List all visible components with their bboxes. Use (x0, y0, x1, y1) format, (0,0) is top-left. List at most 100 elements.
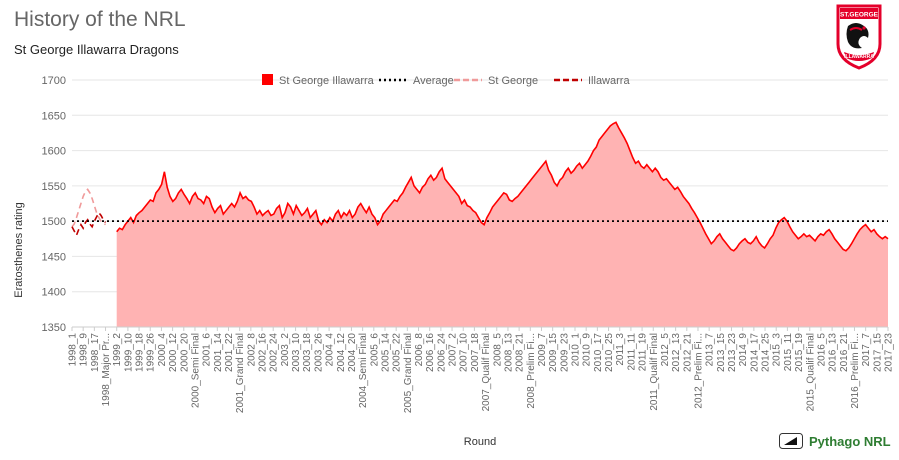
legend-st-george-illawarra-label: St George Illawarra (279, 75, 375, 87)
x-tick-label: 2009_15 (548, 333, 559, 372)
x-tick-label: 2003_10 (291, 333, 302, 372)
x-tick-label: 2007_10 (459, 333, 470, 372)
legend-illawarra-label: Illawarra (588, 75, 630, 87)
page-title: History of the NRL (14, 8, 186, 31)
x-tick-label: 2017_7 (861, 333, 872, 367)
x-tick-label: 1998_1 (68, 333, 79, 367)
legend-st-george-label: St George (488, 75, 538, 87)
x-tick-label: 2004_12 (336, 333, 347, 372)
x-tick-label: 2001_6 (202, 333, 213, 367)
x-tick-label: 2010_9 (582, 333, 593, 367)
x-tick-label: 2017_23 (884, 333, 895, 372)
st-george-illawarra-area (116, 122, 888, 327)
x-tick-label: 2000_12 (168, 333, 179, 372)
x-tick-label: 2015_19 (794, 333, 805, 372)
x-tick-label: 2001_Grand Final (235, 333, 246, 413)
brand-label: Pythago NRL (809, 433, 891, 449)
x-tick-label: 2001_14 (213, 333, 224, 372)
x-tick-label: 2009_23 (559, 333, 570, 372)
x-tick-label: 2012_13 (671, 333, 682, 372)
x-tick-label: 2011_11 (626, 333, 637, 371)
y-tick-label-1650: 1650 (42, 110, 66, 122)
dragons-logo-icon: ST.GEORGE ILLAWARRA (836, 4, 882, 70)
x-tick-label: 2013_23 (727, 333, 738, 372)
pythago-brand[interactable]: Pythago NRL (779, 430, 891, 452)
x-tick-label: 2007_18 (470, 333, 481, 372)
x-tick-label: 1999_2 (112, 333, 123, 367)
x-tick-label: 2004_Semi Final (358, 333, 369, 408)
x-tick-label: 2000_20 (179, 333, 190, 372)
y-tick-label-1500: 1500 (42, 216, 66, 228)
x-tick-label: 2005_22 (392, 333, 403, 372)
x-tick-label: 2013_7 (705, 333, 716, 367)
x-tick-label: 2001_22 (224, 333, 235, 372)
page-subtitle: St George Illawarra Dragons (14, 42, 179, 57)
x-tick-label: 2010_17 (593, 333, 604, 372)
x-tick-label: 2000_Semi Final (190, 333, 201, 408)
legend: St George Illawarra Average St George Illaw… (262, 74, 630, 87)
x-tick-label: 2008_5 (492, 333, 503, 367)
x-tick-label: 2004_4 (325, 333, 336, 367)
x-tick-label: 2004_20 (347, 333, 358, 372)
y-tick-label-1700: 1700 (42, 75, 66, 87)
x-tick-label: 2002_16 (258, 333, 269, 372)
x-tick-label: 2005_6 (369, 333, 380, 367)
y-tick-label-1400: 1400 (42, 287, 66, 299)
svg-text:ST.GEORGE: ST.GEORGE (840, 12, 879, 19)
st-george-illawarra-line (116, 121, 889, 252)
y-axis-label: Eratosthenes rating (13, 202, 25, 297)
x-tick-label: 2002_24 (269, 333, 280, 372)
x-tick-label: 1998_Major Pr... (101, 333, 112, 406)
x-tick-label: 2015_11 (783, 333, 794, 372)
series-area-layer (71, 121, 889, 327)
legend-st-george-illawarra-swatch (262, 74, 273, 85)
x-tick-label: 2016_Prelim Fi... (850, 333, 861, 409)
x-tick-label: 2008_21 (515, 333, 526, 372)
x-tick-label: 2011_19 (638, 333, 649, 372)
x-tick-label: 2016_13 (828, 333, 839, 372)
x-tick-label: 2006_8 (414, 333, 425, 367)
x-tick-label: 2007_2 (448, 333, 459, 367)
x-tick-label: 1999_18 (135, 333, 146, 372)
x-tick-label: 2006_24 (436, 333, 447, 372)
ruler-triangle-icon (779, 433, 803, 449)
x-tick-label: 2014_9 (738, 333, 749, 367)
y-tick-label-1350: 1350 (42, 322, 66, 334)
x-tick-label: 1998_9 (79, 333, 90, 367)
y-tick-label-1600: 1600 (42, 146, 66, 158)
x-tick-label: 2003_2 (280, 333, 291, 367)
svg-text:ILLAWARRA: ILLAWARRA (844, 54, 874, 60)
x-tick-label: 2007_Qualif Final (481, 333, 492, 411)
x-tick-label: 2017_15 (872, 333, 883, 372)
x-tick-label: 2005_14 (380, 333, 391, 372)
x-tick-label: 2006_16 (425, 333, 436, 372)
x-tick-label: 2016_5 (816, 333, 827, 367)
y-tick-label-1550: 1550 (42, 181, 66, 193)
x-tick-label: 2005_Grand Final (403, 333, 414, 413)
x-tick-label: 2008_13 (503, 333, 514, 372)
x-tick-label: 2012_5 (660, 333, 671, 367)
x-tick-label: 2011_3 (615, 333, 626, 366)
legend-average-label: Average (413, 75, 454, 87)
x-tick-label: 1998_17 (90, 333, 101, 372)
illawarra-line (71, 211, 107, 238)
st-george-line (71, 188, 107, 228)
x-tick-label: 2003_18 (302, 333, 313, 372)
x-axis-label: Round (464, 436, 496, 448)
x-tick-label: 2010_25 (604, 333, 615, 372)
x-tick-label: 2015_Qualif Final (805, 333, 816, 411)
x-tick-label: 2009_7 (537, 333, 548, 367)
x-tick-label: 2014_25 (761, 333, 772, 372)
x-tick-label: 1999_26 (146, 333, 157, 372)
x-tick-label: 2012_Prelim Fi... (693, 333, 704, 409)
x-tick-label: 2011_Qualif Final (649, 333, 660, 411)
x-tick-label: 2013_15 (716, 333, 727, 372)
x-axis-ticks: 1998_1 1998_9 1998_17 1998_Major Pr... 1999_… (68, 327, 895, 413)
x-tick-label: 2015_3 (772, 333, 783, 367)
x-tick-label: 2012_21 (682, 333, 693, 372)
x-tick-label: 2008_Prelim Fi... (526, 333, 537, 409)
y-tick-label-1450: 1450 (42, 251, 66, 263)
x-tick-label: 2002_8 (246, 333, 257, 367)
